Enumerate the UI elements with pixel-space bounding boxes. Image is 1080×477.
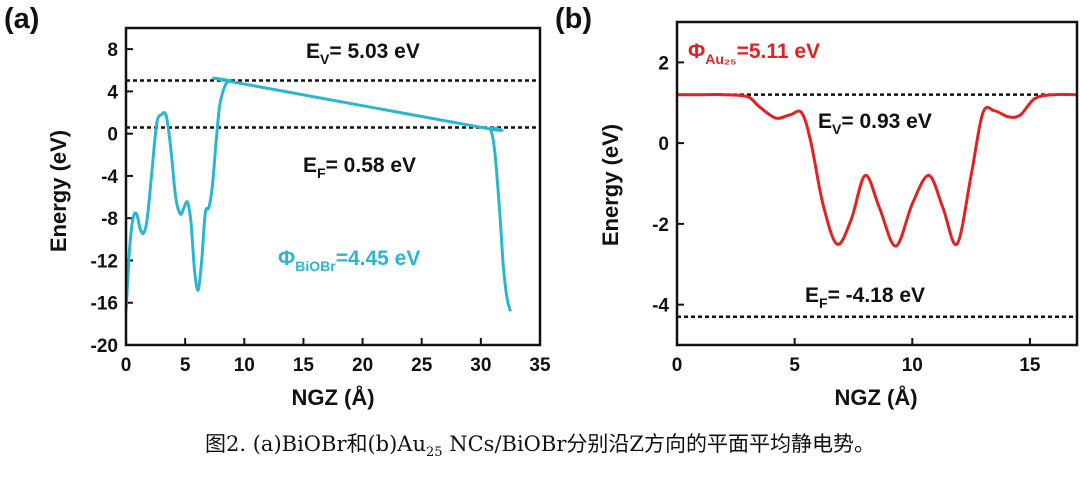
x-tick-label: 25 [411, 355, 433, 376]
x-tick-label: 15 [293, 355, 315, 376]
x-tick-label: 0 [121, 355, 132, 376]
panel-b-potential-line [677, 92, 1078, 248]
panel-a-y-axis-label: Energy (eV) [46, 130, 71, 252]
y-tick-label: 4 [107, 82, 118, 103]
panel-b-ef-annotation: EF= -4.18 eV [805, 284, 925, 311]
y-tick-label: 0 [107, 125, 118, 146]
panel-b-y-axis-label: Energy (eV) [598, 124, 623, 246]
panel-a-x-axis-label: NGZ (Å) [291, 384, 374, 410]
panel-a: (a) 0 5 10 15 20 25 30 35 -20 -16 -12 -8 -4 0 4 8 NGZ (… [4, 3, 551, 410]
caption-subscript: 25 [426, 445, 443, 461]
x-tick-label: 10 [234, 355, 255, 376]
panel-a-work-function-annotation: ΦBiOBr=4.45 eV [278, 247, 420, 274]
x-tick-label: 5 [180, 355, 191, 376]
panel-b-label: (b) [555, 3, 592, 35]
panel-b-work-function-annotation: ΦAu₂₅=5.11 eV [688, 40, 820, 67]
panel-a-ef-annotation: EF= 0.58 eV [303, 154, 416, 181]
y-tick-label: -4 [101, 167, 118, 188]
panel-b-frame [675, 20, 1079, 347]
y-tick-label: -12 [91, 251, 118, 272]
x-tick-label: 10 [902, 355, 923, 376]
caption-part-2: NCs/BiOBr分别沿Z方向的平面平均静电势。 [442, 432, 875, 456]
x-tick-label: 0 [672, 355, 683, 376]
panel-a-ticks: 0 5 10 15 20 25 30 35 -20 -16 -12 -8 -4 0 4 8 [91, 40, 551, 376]
panel-a-ev-annotation: EV= 5.03 eV [306, 40, 420, 67]
y-tick-label: 2 [658, 53, 669, 74]
x-tick-label: 30 [470, 355, 491, 376]
y-tick-label: 8 [107, 40, 118, 61]
x-tick-label: 35 [529, 355, 551, 376]
y-tick-label: -20 [91, 336, 118, 357]
x-tick-label: 20 [352, 355, 373, 376]
y-tick-label: -4 [652, 296, 669, 317]
panel-b-x-axis-label: NGZ (Å) [834, 384, 917, 410]
panel-a-reference-lines [126, 79, 540, 129]
x-tick-label: 5 [789, 355, 800, 376]
y-tick-label: -8 [101, 209, 118, 230]
panel-a-frame [124, 26, 542, 347]
panel-b-ev-annotation: EV= 0.93 eV [818, 110, 932, 137]
panel-a-label: (a) [4, 3, 39, 35]
x-tick-label: 15 [1019, 355, 1041, 376]
caption-part-1: 图2. (a)BiOBr和(b)Au [205, 432, 427, 456]
panel-a-potential-line [124, 76, 512, 312]
panel-b: (b) 0 5 10 15 -4 -2 0 2 NGZ (Å) Energy (eV) ΦAu… [555, 3, 1079, 410]
panel-b-ticks: 0 5 10 15 -4 -2 0 2 [652, 53, 1041, 376]
y-tick-label: -16 [91, 294, 118, 315]
figure-caption: 图2. (a)BiOBr和(b)Au25 NCs/BiOBr分别沿Z方向的平面平… [0, 428, 1080, 460]
y-tick-label: 0 [658, 134, 669, 155]
y-tick-label: -2 [652, 215, 669, 236]
